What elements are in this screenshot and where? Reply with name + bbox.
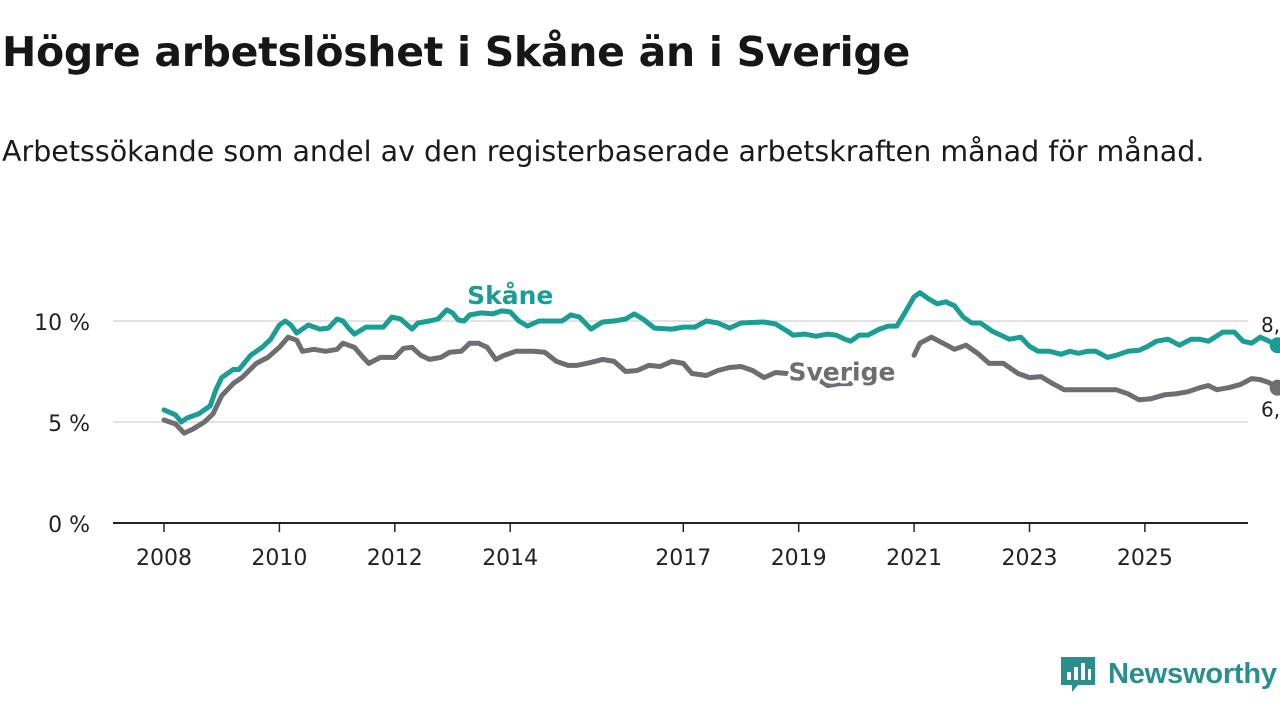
newsworthy-logo-icon (1061, 657, 1095, 692)
series-end-label: 6,7 % (1261, 398, 1280, 422)
x-tick-label: 2017 (655, 546, 711, 571)
chart-title: Högre arbetslöshet i Skåne än i Sverige (2, 28, 910, 76)
series-line-sverige-1 (161, 334, 854, 436)
x-tick-label: 2019 (771, 546, 827, 571)
x-tick-label: 2010 (251, 546, 307, 571)
x-tick-label: 2025 (1117, 546, 1173, 571)
x-tick-label: 2014 (482, 546, 538, 571)
x-tick-label: 2021 (886, 546, 942, 571)
y-tick-label: 0 % (48, 513, 90, 538)
series-end-label: 8,8 % (1261, 313, 1280, 337)
series-name-label: Sverige (788, 358, 895, 387)
y-tick-label: 10 % (34, 311, 90, 336)
x-tick-label: 2008 (136, 546, 192, 571)
y-tick-label: 5 % (48, 412, 90, 437)
brand-name: Newsworthy (1108, 657, 1277, 690)
line-chart: 0 % 5 % 10 % 2008 2010 2012 2014 2017 2019 2021 20… (34, 278, 1280, 571)
brand-footer: Newsworthy (1058, 654, 1277, 694)
chart-subtitle: Arbetssökande som andel av den registerb… (2, 135, 1205, 168)
x-tick-label: 2023 (1002, 546, 1058, 571)
series-line-sverige-2 (911, 334, 1280, 403)
series-line-skne-0 (161, 290, 1280, 425)
series-end-dot (1269, 379, 1280, 396)
x-tick-label: 2012 (367, 546, 423, 571)
series-name-label: Skåne (467, 281, 553, 310)
series-end-dot (1269, 337, 1280, 354)
